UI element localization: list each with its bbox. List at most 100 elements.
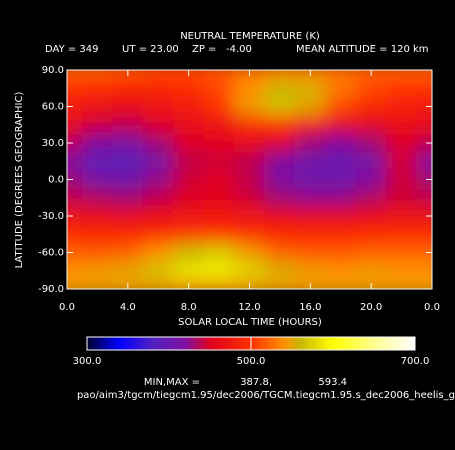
heat-cell [294, 115, 327, 135]
heat-cell [203, 188, 235, 208]
heat-cell [416, 188, 432, 208]
heat-cell [325, 70, 357, 80]
heat-cell [264, 78, 296, 98]
heat-cell [385, 242, 418, 263]
subtitle: UT = 23.00 [122, 44, 179, 55]
heat-cell [385, 133, 418, 153]
heat-cell [203, 169, 235, 190]
heat-cell [264, 169, 296, 190]
heat-cell [67, 188, 83, 208]
heat-cell [81, 242, 114, 263]
heat-cell [264, 261, 296, 281]
heat-cell [233, 261, 266, 281]
heat-cell [264, 224, 296, 244]
heat-cell [172, 96, 205, 117]
heat-cell [67, 133, 83, 153]
x-tick-label: 16.0 [299, 302, 321, 313]
heat-cell [294, 188, 327, 208]
heat-cell [264, 279, 296, 289]
heat-cell [203, 96, 235, 117]
heat-cell [142, 151, 174, 171]
heat-cell [81, 78, 114, 98]
heat-cell [67, 261, 83, 281]
heat-cell [294, 206, 327, 226]
heat-cell [112, 96, 144, 117]
heat-cell [142, 206, 174, 226]
heat-cell [294, 78, 327, 98]
heat-cell [355, 96, 387, 117]
heat-cell [81, 115, 114, 135]
heat-cell [142, 96, 174, 117]
heat-cell [325, 242, 357, 263]
x-tick-label: 8.0 [181, 302, 197, 313]
x-tick-label: 4.0 [120, 302, 136, 313]
heat-cell [325, 261, 357, 281]
heat-cell [142, 133, 174, 153]
heat-cell [355, 169, 387, 190]
heat-cell [264, 115, 296, 135]
heat-cell [81, 279, 114, 289]
chart-title: NEUTRAL TEMPERATURE (K) [180, 31, 320, 42]
heat-cell [172, 169, 205, 190]
heat-cell [385, 70, 418, 80]
x-tick-label: 20.0 [360, 302, 382, 313]
heat-cell [81, 133, 114, 153]
heat-cell [142, 279, 174, 289]
heat-cell [416, 133, 432, 153]
heat-cell [81, 151, 114, 171]
heatmap [67, 70, 432, 289]
heat-cell [264, 70, 296, 80]
heat-cell [416, 206, 432, 226]
y-tick-label: 0.0 [48, 175, 64, 186]
heat-cell [385, 151, 418, 171]
heat-cell [172, 133, 205, 153]
heat-cell [233, 115, 266, 135]
heat-cell [416, 96, 432, 117]
heat-cell [203, 242, 235, 263]
heat-cell [172, 242, 205, 263]
heat-cell [112, 261, 144, 281]
subtitle: ZP = -4.00 [192, 44, 252, 55]
heat-cell [233, 169, 266, 190]
heat-cell [67, 279, 83, 289]
heat-cell [264, 206, 296, 226]
heat-cell [385, 96, 418, 117]
heat-cell [355, 224, 387, 244]
heat-cell [112, 224, 144, 244]
min-value: 387.8, [240, 377, 272, 388]
heat-cell [142, 70, 174, 80]
y-tick-label: 60.0 [42, 102, 64, 113]
heat-cell [203, 261, 235, 281]
heat-cell [142, 169, 174, 190]
heatmap-field [67, 70, 432, 289]
heat-cell [385, 279, 418, 289]
heat-cell [233, 188, 266, 208]
heat-cell [385, 78, 418, 98]
heat-cell [355, 133, 387, 153]
colorbar-tick-label: 300.0 [73, 356, 102, 367]
heat-cell [203, 206, 235, 226]
heat-cell [233, 151, 266, 171]
heat-cell [203, 133, 235, 153]
x-tick-label: 0.0 [424, 302, 440, 313]
heat-cell [142, 224, 174, 244]
heat-cell [233, 96, 266, 117]
heat-cell [264, 151, 296, 171]
heat-cell [325, 279, 357, 289]
heat-cell [112, 151, 144, 171]
heat-cell [112, 115, 144, 135]
x-tick-label: 12.0 [238, 302, 260, 313]
heat-cell [233, 206, 266, 226]
heat-cell [294, 242, 327, 263]
heat-cell [385, 115, 418, 135]
heat-cell [416, 70, 432, 80]
heat-cell [67, 206, 83, 226]
heat-cell [294, 151, 327, 171]
y-tick-label: 30.0 [42, 138, 64, 149]
heat-cell [325, 96, 357, 117]
heat-cell [264, 242, 296, 263]
y-tick-label: -60.0 [38, 248, 64, 259]
heat-cell [203, 224, 235, 244]
heat-cell [325, 169, 357, 190]
